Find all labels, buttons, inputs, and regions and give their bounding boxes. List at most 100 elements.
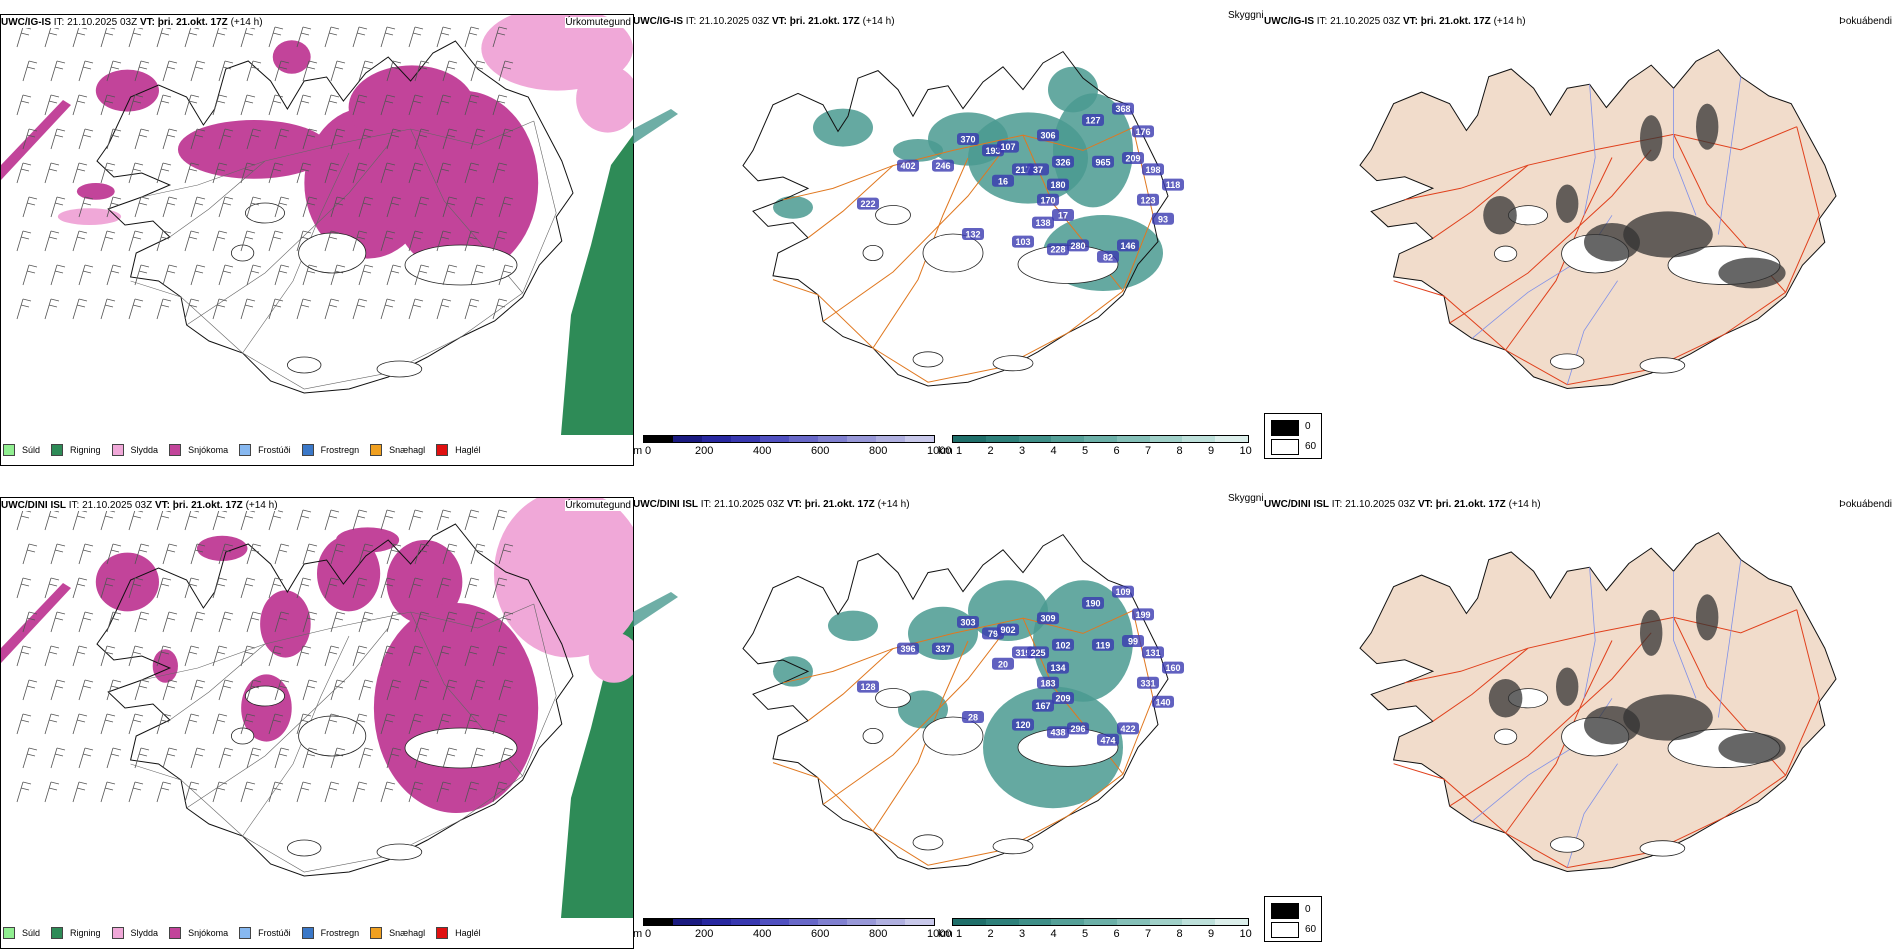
cloud-base-label: 123 <box>1140 195 1155 205</box>
cloud-base-marker <box>1052 692 1074 704</box>
cloud-base-label: 309 <box>1040 614 1055 624</box>
cloud-base-label: 79 <box>988 629 998 639</box>
cloud-base-label: 131 <box>1145 648 1160 658</box>
cloud-base-label: 902 <box>1000 625 1015 635</box>
cloud-base-marker <box>992 174 1014 187</box>
cloud-base-marker <box>1052 638 1074 651</box>
panel-title: UWC/IG-IS IT: 21.10.2025 03Z VT: þri. 21… <box>1 17 263 28</box>
legend-item: Frostregn <box>301 444 359 456</box>
cloud-base-marker <box>1067 722 1089 735</box>
cloud-base-marker <box>1142 163 1164 176</box>
legend-item: Snæhagl <box>370 444 425 456</box>
cloud-base-label: 118 <box>1166 180 1181 190</box>
legend-swatch <box>169 927 182 939</box>
cloud-base-labels: 370 402 246 222 193 107 217 37 16 306 326 127 368 176… <box>857 102 1184 263</box>
colorbar-step <box>789 919 818 925</box>
visibility-colorbar: km 1 2 3 4 5 6 7 8 9 10 <box>938 918 1263 946</box>
cloud-base-marker <box>1117 239 1139 252</box>
cloud-base-marker <box>1012 718 1034 731</box>
cloud-base-label: 128 <box>860 682 875 692</box>
precip-legend: Súld Rigning Slydda Snjókoma Frostúði Frostre… <box>3 444 492 456</box>
colorbar-step <box>985 436 1019 442</box>
legend-swatch <box>51 444 64 456</box>
cloud-base-label: 37 <box>1033 165 1043 175</box>
cloud-base-label: 965 <box>1095 157 1110 167</box>
it-value: 21.10.2025 03Z <box>1330 16 1401 27</box>
cloud-base-marker <box>1097 733 1119 746</box>
cloud-base-marker <box>997 623 1019 636</box>
cloud-base-marker <box>857 197 879 210</box>
legend-swatch <box>51 927 64 939</box>
cloud-base-marker <box>1162 661 1184 674</box>
lead-time: (+14 h) <box>230 17 263 28</box>
cloud-base-label: 228 <box>1050 245 1065 255</box>
fog-low-swatch <box>1271 439 1299 455</box>
precip-type-map <box>1 15 633 435</box>
panel-title: UWC/DINI ISL IT: 21.10.2025 03Z VT: þri.… <box>1264 499 1541 510</box>
colorbar-step <box>1018 436 1052 442</box>
cloud-base-label: 132 <box>965 230 980 240</box>
cloud-base-marker <box>897 159 919 172</box>
variable-name: Úrkomutegund <box>565 500 631 511</box>
legend-label: Rigning <box>70 445 101 455</box>
legend-swatch <box>301 444 314 456</box>
colorbar-step <box>731 436 760 442</box>
cloud-base-marker <box>1162 178 1184 191</box>
it-label: IT: <box>685 16 697 27</box>
model-name: UWC/IG-IS <box>1264 16 1314 27</box>
cloud-base-label: 368 <box>1115 104 1130 114</box>
cloud-base-label: 176 <box>1135 127 1150 137</box>
cloud-base-label: 183 <box>1040 678 1055 688</box>
colorbar-step <box>818 436 847 442</box>
legend-label: Slydda <box>130 928 159 938</box>
cloud-base-label: 138 <box>1035 218 1050 228</box>
fog-low-swatch <box>1271 922 1299 938</box>
colorbar-scale <box>643 435 935 443</box>
cloud-base-marker <box>1032 699 1054 712</box>
legend-swatch <box>370 444 383 456</box>
cloud-base-label: 198 <box>1145 165 1160 175</box>
vt-label: VT: <box>154 500 170 511</box>
visibility-panel: 370 402 246 222 193 107 217 37 16 306 326 127 368 176… <box>633 10 1264 464</box>
visibility-map: 303 396 337 128 79 902 319 225 20 309 102 190 109 199… <box>633 533 1184 870</box>
precip-type-panel: UWC/DINI ISL IT: 21.10.2025 03Z VT: þri.… <box>0 497 634 949</box>
cloud-base-label: 109 <box>1115 587 1130 597</box>
cloud-base-label: 209 <box>1055 694 1070 704</box>
legend-item: Súld <box>3 444 40 456</box>
cloud-base-label: 217 <box>1015 165 1030 175</box>
colorbar-tick: 10 <box>1239 445 1252 457</box>
colorbar-tick: 400 <box>753 928 772 940</box>
colorbar-tick: 4 <box>1050 928 1057 940</box>
cloud-base-label: 103 <box>1015 237 1030 247</box>
iceland-map <box>1359 49 1837 390</box>
cloud-base-label: 370 <box>960 135 975 145</box>
rain-area <box>561 618 633 918</box>
colorbar-step <box>760 919 789 925</box>
it-value: 21.10.2025 03Z <box>82 500 153 511</box>
legend-label: Snjókoma <box>188 928 229 938</box>
cloud-base-label: 438 <box>1050 728 1065 738</box>
cloud-base-label: 225 <box>1030 648 1045 658</box>
colorbar-unit: m <box>633 928 643 940</box>
colorbar-step <box>1051 436 1085 442</box>
lead-time: (+14 h) <box>1493 16 1526 27</box>
fog-low-label: 60 <box>1305 441 1317 452</box>
cloud-base-label: 180 <box>1050 180 1065 190</box>
colorbar-tick: 400 <box>753 445 772 457</box>
cloud-base-marker <box>1037 193 1059 206</box>
cloud-base-label: 170 <box>1040 195 1055 205</box>
fog-high-label: 0 <box>1305 904 1311 915</box>
colorbar-step <box>1215 919 1249 925</box>
legend-label: Haglél <box>455 928 481 938</box>
vt-label: VT: <box>1417 499 1433 510</box>
it-label: IT: <box>1316 16 1328 27</box>
vt-label: VT: <box>786 499 802 510</box>
cloud-base-label: 20 <box>998 659 1008 669</box>
fog-legend: 0 60 <box>1264 896 1322 942</box>
legend-item: Haglél <box>436 927 481 939</box>
legend-label: Snjókoma <box>188 445 229 455</box>
fog-low-label: 60 <box>1305 924 1317 935</box>
colorbar-tick: 7 <box>1145 928 1152 940</box>
cloud-base-marker <box>1122 635 1144 647</box>
iceland-map <box>742 533 1169 870</box>
